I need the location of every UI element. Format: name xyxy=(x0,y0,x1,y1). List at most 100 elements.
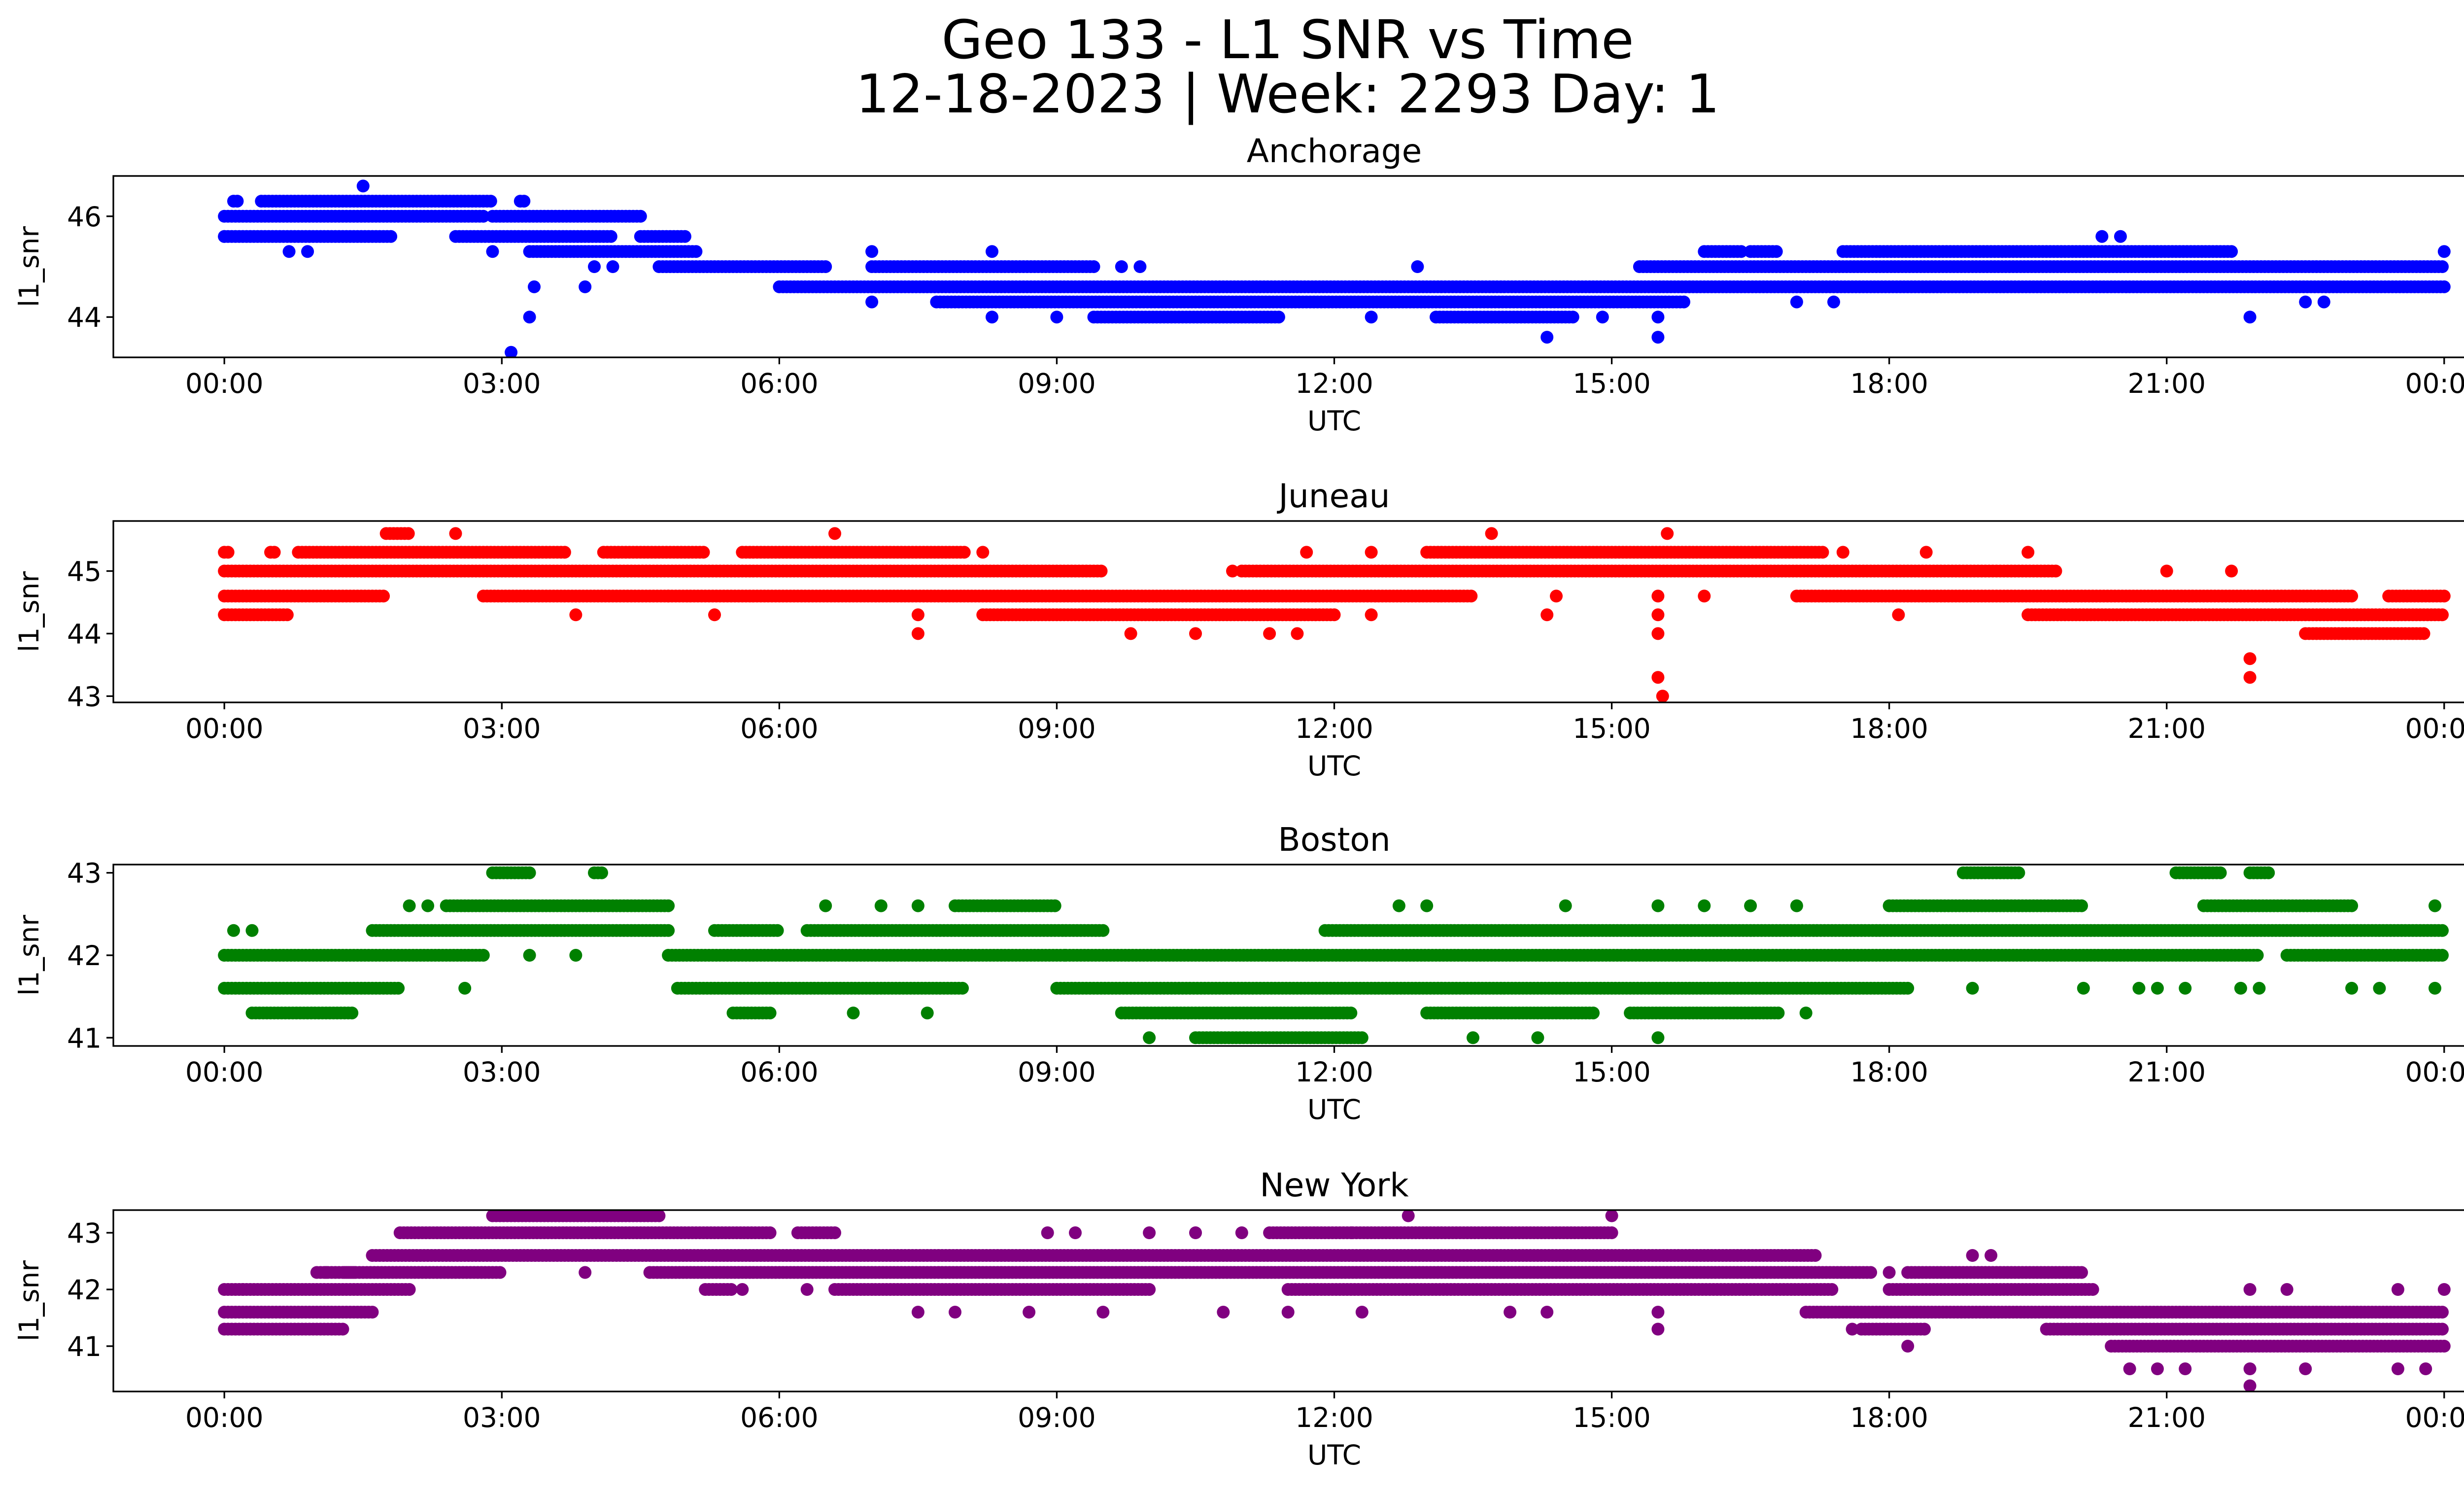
data-point xyxy=(218,230,231,243)
x-tick-label: 18:00 xyxy=(1850,368,1928,399)
data-point xyxy=(1365,546,1378,559)
data-point xyxy=(2243,311,2257,324)
data-point xyxy=(662,899,675,912)
data-point xyxy=(569,608,582,622)
data-point xyxy=(911,899,924,912)
data-point xyxy=(477,209,490,223)
data-point xyxy=(2317,295,2330,309)
data-point xyxy=(523,949,536,962)
data-point xyxy=(517,195,531,208)
data-point xyxy=(1133,260,1147,273)
data-point xyxy=(1836,546,1849,559)
data-point xyxy=(2299,295,2312,309)
y-tick-label: 44 xyxy=(67,302,102,333)
x-tick-label: 21:00 xyxy=(2127,713,2206,744)
data-point xyxy=(2243,671,2257,684)
data-point xyxy=(402,527,415,540)
y-tick-label: 45 xyxy=(67,556,102,588)
data-point xyxy=(1587,1007,1600,1020)
data-point xyxy=(569,949,582,962)
data-point xyxy=(1096,924,1110,937)
data-point xyxy=(1226,564,1239,578)
subplot-boston: 00:00 03:00 06:00 09:00 12:00 15:00 18:00 21:00… xyxy=(13,821,2464,1125)
data-point xyxy=(911,627,924,640)
data-point xyxy=(523,311,536,324)
data-point xyxy=(523,866,536,879)
y-axis-label: l1_snr xyxy=(13,226,45,307)
data-point xyxy=(689,245,703,258)
data-point xyxy=(1790,899,1803,912)
data-point xyxy=(356,179,370,193)
data-point xyxy=(1540,331,1554,344)
data-point xyxy=(1698,590,1711,603)
data-point xyxy=(528,280,541,293)
data-point xyxy=(2345,899,2359,912)
x-axis-label: UTC xyxy=(1307,405,1361,437)
data-point xyxy=(403,899,416,912)
data-point xyxy=(486,245,499,258)
x-tick-label: 06:00 xyxy=(740,713,819,744)
data-point xyxy=(2437,590,2451,603)
data-point xyxy=(231,195,244,208)
data-point xyxy=(588,260,601,273)
data-point xyxy=(921,1007,934,1020)
data-point xyxy=(595,866,608,879)
data-point xyxy=(1651,899,1665,912)
data-point xyxy=(1050,311,1063,324)
data-point xyxy=(377,590,390,603)
data-point xyxy=(1411,260,1424,273)
x-tick-label: 00:00 xyxy=(2405,713,2464,744)
data-point xyxy=(392,981,405,995)
data-point xyxy=(301,245,314,258)
data-point xyxy=(1550,590,1563,603)
data-point xyxy=(2243,652,2257,665)
data-point xyxy=(2095,230,2109,243)
data-point xyxy=(1596,311,1609,324)
data-point xyxy=(1344,1007,1358,1020)
data-point xyxy=(1124,627,1137,640)
x-tick-label: 09:00 xyxy=(1018,368,1096,399)
data-point xyxy=(477,949,490,962)
data-point xyxy=(2436,260,2449,273)
data-point xyxy=(1291,627,1304,640)
data-point xyxy=(1143,1031,1156,1044)
figure-title-line2: 12-18-2023 | Week: 2293 Day: 1 xyxy=(856,64,1720,125)
data-points xyxy=(218,866,2449,1044)
data-point xyxy=(763,1007,777,1020)
data-point xyxy=(421,899,435,912)
x-tick-label: 12:00 xyxy=(1295,368,1373,399)
data-point xyxy=(2417,627,2430,640)
data-point xyxy=(1355,1031,1369,1044)
data-point xyxy=(1816,546,1829,559)
data-point xyxy=(2160,564,2173,578)
data-point xyxy=(819,899,832,912)
data-point xyxy=(1661,527,1674,540)
data-point xyxy=(579,280,592,293)
y-tick-label: 43 xyxy=(67,681,102,712)
subplot-anchorage: 00:00 03:00 06:00 09:00 12:00 15:00 18:00 21:00… xyxy=(13,132,2464,437)
data-point xyxy=(986,245,998,258)
data-point xyxy=(819,260,832,273)
data-point xyxy=(1790,295,1803,309)
data-point xyxy=(282,245,296,258)
subplot-juneau: 00:00 03:00 06:00 09:00 12:00 15:00 18:00 21:00… xyxy=(13,477,2464,782)
data-point xyxy=(1300,546,1313,559)
data-point xyxy=(2225,564,2238,578)
data-point xyxy=(771,924,784,937)
data-point xyxy=(1651,311,1665,324)
data-point xyxy=(2214,866,2227,879)
data-point xyxy=(1656,690,1669,702)
data-point xyxy=(865,295,879,309)
data-point xyxy=(1651,608,1665,622)
data-points xyxy=(218,179,2451,357)
data-point xyxy=(1048,899,1061,912)
x-axis-label: UTC xyxy=(1307,750,1361,782)
x-tick-label: 09:00 xyxy=(1018,713,1096,744)
data-point xyxy=(384,230,398,243)
data-point xyxy=(1744,899,1757,912)
data-point xyxy=(1465,590,1478,603)
data-point xyxy=(458,981,472,995)
y-tick-label: 46 xyxy=(67,201,102,233)
data-point xyxy=(1365,311,1378,324)
